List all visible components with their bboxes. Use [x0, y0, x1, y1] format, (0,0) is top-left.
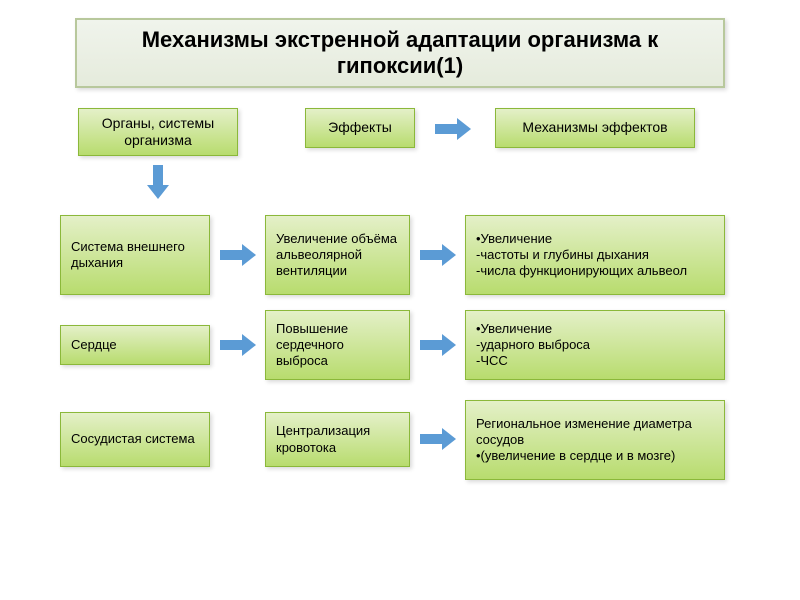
row1-effect: Увеличение объёма альвеолярной вентиляци…	[265, 215, 410, 295]
row3-organ: Сосудистая система	[60, 412, 210, 467]
header-col1-label: Органы, системы организма	[89, 115, 227, 150]
row2-organ: Сердце	[60, 325, 210, 365]
row3-c3-text: Региональное изменение диаметра сосудов …	[476, 416, 714, 465]
header-col3-label: Механизмы эффектов	[522, 119, 667, 137]
row3-effect: Централизация кровотока	[265, 412, 410, 467]
diagram-title: Механизмы экстренной адаптации организма…	[75, 18, 725, 88]
row3-c1-text: Сосудистая система	[71, 431, 195, 447]
header-col-mechanisms: Механизмы эффектов	[495, 108, 695, 148]
row2-c3-text: •Увеличение -ударного выброса -ЧСС	[476, 321, 590, 370]
title-text: Механизмы экстренной адаптации организма…	[97, 27, 703, 79]
header-col-organs: Органы, системы организма	[78, 108, 238, 156]
row1-mechanism: •Увеличение -частоты и глубины дыхания -…	[465, 215, 725, 295]
row1-c3-text: •Увеличение -частоты и глубины дыхания -…	[476, 231, 687, 280]
row1-c1-text: Система внешнего дыхания	[71, 239, 199, 272]
row2-effect: Повышение сердечного выброса	[265, 310, 410, 380]
header-col-effects: Эффекты	[305, 108, 415, 148]
header-col2-label: Эффекты	[328, 119, 392, 137]
row3-mechanism: Региональное изменение диаметра сосудов …	[465, 400, 725, 480]
row2-c2-text: Повышение сердечного выброса	[276, 321, 399, 370]
row2-mechanism: •Увеличение -ударного выброса -ЧСС	[465, 310, 725, 380]
row2-c1-text: Сердце	[71, 337, 117, 353]
row1-organ: Система внешнего дыхания	[60, 215, 210, 295]
row1-c2-text: Увеличение объёма альвеолярной вентиляци…	[276, 231, 399, 280]
row3-c2-text: Централизация кровотока	[276, 423, 399, 456]
